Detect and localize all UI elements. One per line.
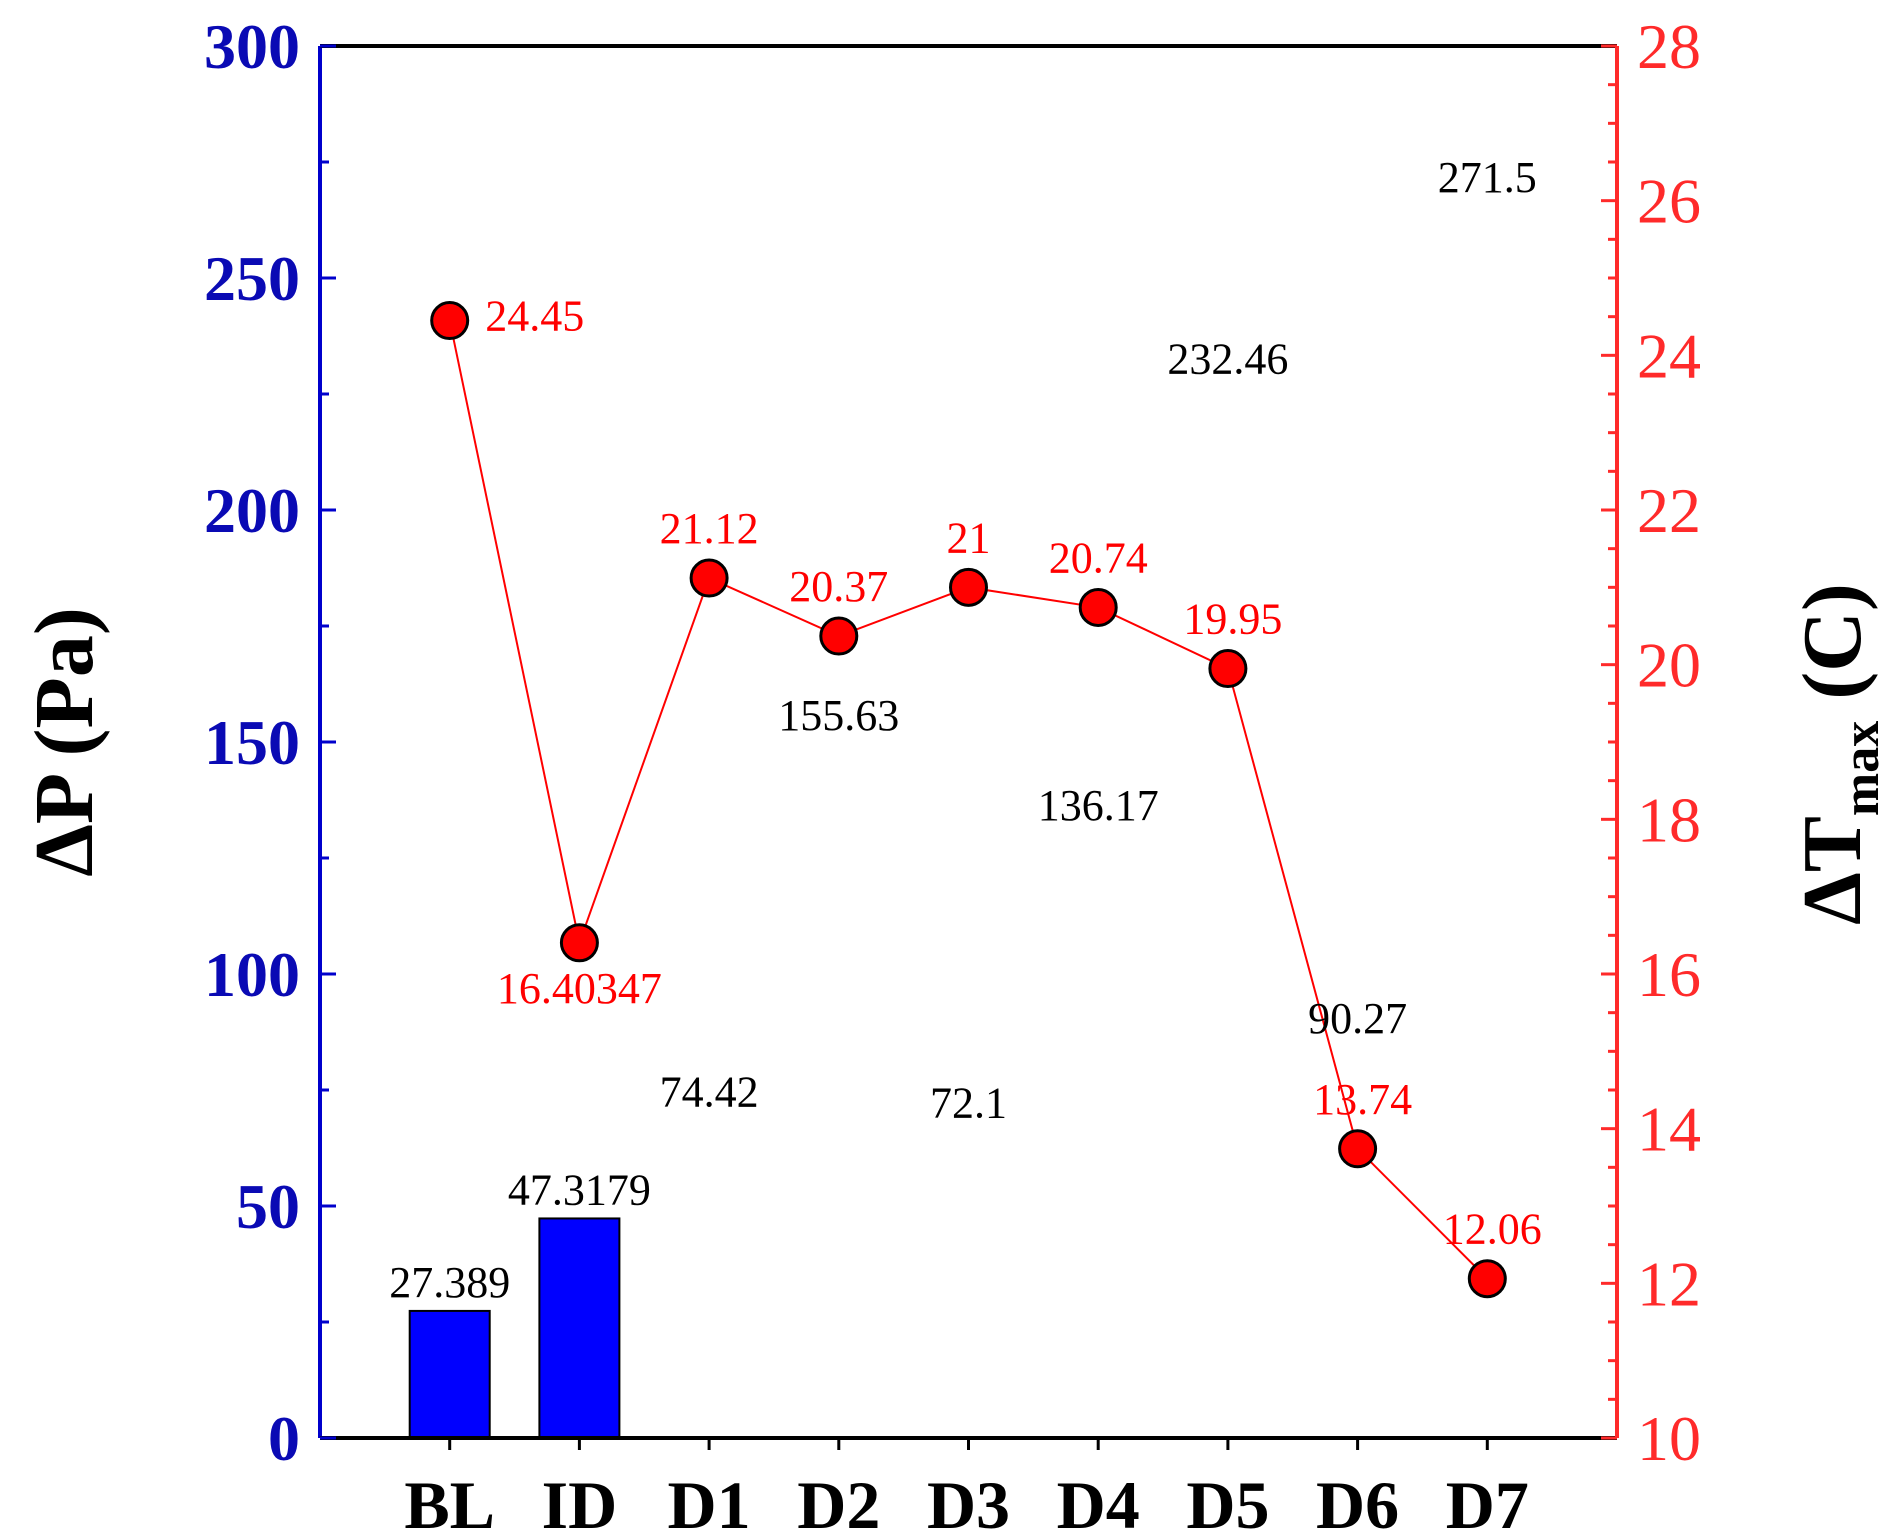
- y-left-tick-label: 150: [204, 707, 300, 778]
- x-tick-label-D7: D7: [1446, 1467, 1529, 1536]
- bar-value-label-D6: 90.27: [1308, 994, 1407, 1043]
- bar-value-label-D4: 136.17: [1038, 781, 1159, 830]
- axes: 0 50 100 150 200 250 300 10 12 14 16 18 20 22 24 26 28 BL…: [204, 11, 1701, 1536]
- line-value-label-D6: 13.74: [1313, 1075, 1412, 1124]
- line-value-label-D3: 21: [947, 513, 991, 562]
- y-right-tick-label: 18: [1637, 784, 1701, 855]
- y-left-axis-title: ΔP (Pa): [18, 607, 111, 877]
- x-tick-label-D3: D3: [927, 1467, 1010, 1536]
- x-tick-label-BL: BL: [404, 1467, 495, 1536]
- line-point-ID: [559, 923, 599, 963]
- bar-value-label-D5: 232.46: [1167, 334, 1288, 383]
- y-left-tick-label: 0: [268, 1403, 300, 1474]
- y-left-tick-label: 200: [204, 475, 300, 546]
- y-right-axis-title-main: ΔT: [1786, 816, 1879, 925]
- y-left-tick-label: 300: [204, 11, 300, 82]
- x-tick-label-D2: D2: [797, 1467, 880, 1536]
- line-point-D1: [689, 558, 729, 598]
- line-series: [430, 301, 1507, 1299]
- bar-series: [408, 1217, 621, 1439]
- line-point-D5: [1208, 649, 1248, 689]
- line-value-label-D1: 21.12: [660, 504, 759, 553]
- y-right-tick-label: 10: [1637, 1403, 1701, 1474]
- line-point-BL: [430, 301, 470, 341]
- y-right-axis-title-sub: max: [1833, 721, 1886, 816]
- x-tick-label-ID: ID: [542, 1467, 618, 1536]
- y-right-tick-label: 28: [1637, 11, 1701, 82]
- y-right-tick-label: 20: [1637, 630, 1701, 701]
- line-path: [448, 320, 1489, 1280]
- line-value-label-ID: 16.40347: [497, 964, 662, 1013]
- y-right-tick-label: 26: [1637, 166, 1701, 237]
- x-tick-label-D6: D6: [1316, 1467, 1399, 1536]
- bar-value-label-ID: 47.3179: [508, 1165, 651, 1214]
- y-right-tick-label: 12: [1637, 1248, 1701, 1319]
- x-tick-label-D1: D1: [668, 1467, 751, 1536]
- bar-value-label-D2: 155.63: [778, 691, 899, 740]
- bar-value-label-D3: 72.1: [930, 1078, 1007, 1127]
- y-left-tick-label: 100: [204, 939, 300, 1010]
- y-left-tick-label: 50: [236, 1171, 300, 1242]
- bar-value-label-D7: 271.5: [1438, 153, 1537, 202]
- y-right-tick-label: 22: [1637, 475, 1701, 546]
- line-point-D6: [1338, 1129, 1378, 1169]
- x-tick-label-D5: D5: [1186, 1467, 1269, 1536]
- line-point-D7: [1467, 1259, 1507, 1299]
- line-value-label-BL: 24.45: [485, 292, 584, 341]
- line-value-label-D2: 20.37: [789, 562, 888, 611]
- bar-value-label-D1: 74.42: [660, 1068, 759, 1117]
- bar-value-label-BL: 27.389: [389, 1258, 510, 1307]
- bar-BL: [408, 1309, 491, 1439]
- line-value-label-D7: 12.06: [1443, 1205, 1542, 1254]
- line-value-label-D4: 20.74: [1049, 533, 1148, 582]
- line-point-D3: [949, 567, 988, 607]
- y-right-tick-label: 24: [1637, 320, 1701, 391]
- line-point-D4: [1078, 587, 1118, 627]
- line-value-label-D5: 19.95: [1183, 595, 1282, 644]
- y-right-tick-label: 14: [1637, 1094, 1701, 1165]
- y-right-axis-title: ΔTmax (C): [1786, 583, 1886, 925]
- plot-frame: [320, 46, 1617, 1438]
- y-left-tick-label: 250: [204, 243, 300, 314]
- y-right-axis-title-suffix: (C): [1786, 583, 1879, 721]
- line-point-D2: [819, 616, 859, 656]
- y-right-tick-label: 16: [1637, 939, 1701, 1010]
- bar-ID: [538, 1217, 621, 1439]
- x-tick-label-D4: D4: [1057, 1467, 1140, 1536]
